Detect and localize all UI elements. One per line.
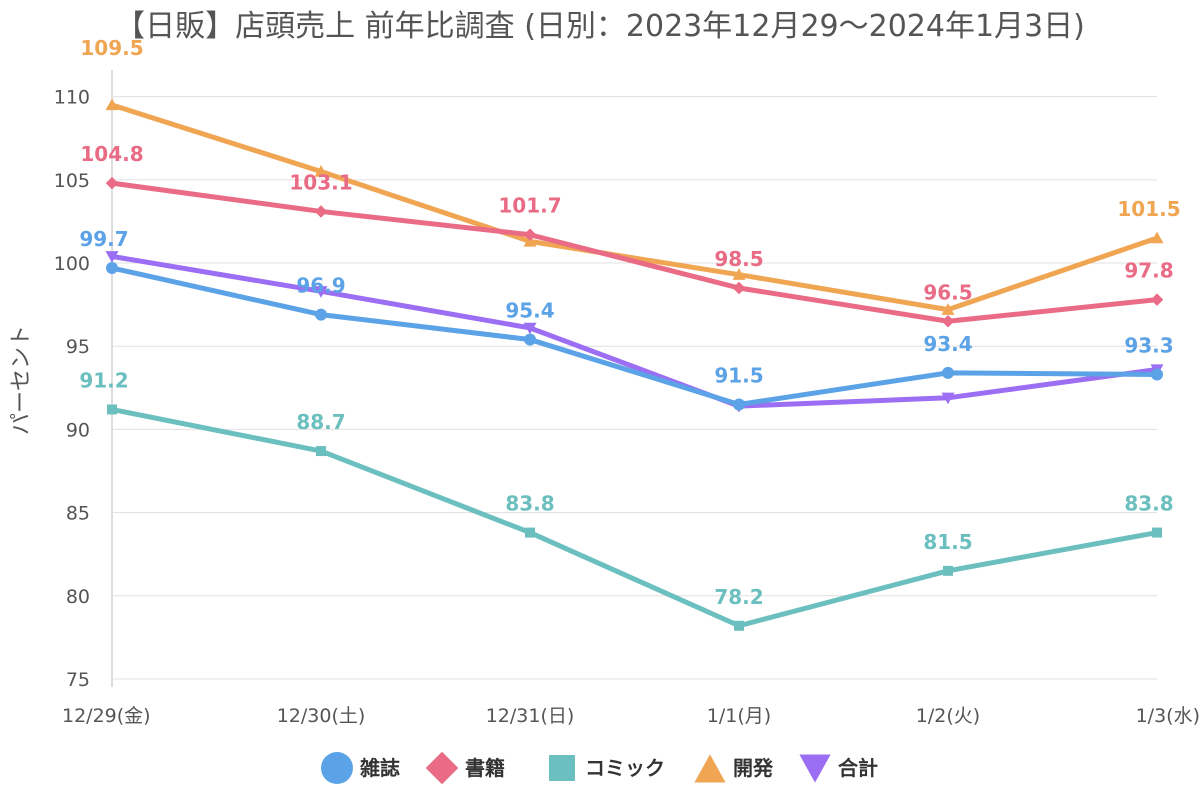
data-label: 93.3 <box>1124 334 1173 358</box>
data-point <box>314 165 328 177</box>
legend[interactable]: 雑誌 書籍 コミック 開発 合計 <box>321 751 878 785</box>
data-label: 109.5 <box>80 36 143 60</box>
y-tick-label: 100 <box>54 253 90 275</box>
grid <box>112 96 1157 680</box>
y-tick-label: 90 <box>66 419 90 441</box>
y-tick-label: 110 <box>54 87 90 109</box>
legend-label: 書籍 <box>465 756 505 780</box>
chart-title: 【日販】店頭売上 前年比調査 (日別：2023年12月29～2024年1月3日) <box>115 9 1085 44</box>
x-tick-label: 12/31(日) <box>486 705 575 727</box>
legend-label: 開発 <box>733 756 774 780</box>
data-label: 91.5 <box>714 363 763 387</box>
legend-item[interactable]: コミック <box>549 755 665 781</box>
data-point <box>107 404 117 415</box>
data-label: 103.1 <box>289 170 352 194</box>
legend-item[interactable]: 書籍 <box>425 751 505 785</box>
legend-label: 雑誌 <box>359 756 400 780</box>
legend-label: コミック <box>585 756 665 780</box>
x-tick-label: 1/1(月) <box>707 705 771 727</box>
data-point <box>732 281 746 295</box>
legend-marker <box>549 755 575 781</box>
legend-marker <box>694 754 726 783</box>
data-point <box>105 176 119 190</box>
legend-marker <box>321 752 353 784</box>
y-tick-label: 85 <box>66 503 90 525</box>
series-line <box>111 406 1158 629</box>
data-point <box>316 446 326 457</box>
data-point <box>105 98 119 111</box>
x-tick-label: 12/30(土) <box>277 705 366 727</box>
data-point <box>524 333 536 346</box>
data-point <box>943 565 953 576</box>
legend-item[interactable]: 雑誌 <box>321 752 400 784</box>
data-point <box>1150 231 1164 244</box>
data-point <box>942 366 954 379</box>
data-point <box>733 398 745 411</box>
series-line <box>111 253 1158 409</box>
data-point <box>1152 527 1162 538</box>
data-label: 101.5 <box>1117 197 1180 221</box>
data-label: 99.7 <box>79 227 128 251</box>
legend-item[interactable]: 合計 <box>799 754 878 783</box>
data-point <box>1151 368 1163 381</box>
y-tick-label: 75 <box>66 669 90 691</box>
data-label: 104.8 <box>80 142 143 166</box>
y-tick-label: 80 <box>66 586 90 608</box>
x-tick-label: 12/29(金) <box>62 705 151 727</box>
data-label: 83.8 <box>505 492 554 516</box>
x-tick-label: 1/3(水) <box>1136 705 1200 727</box>
legend-label: 合計 <box>838 756 878 780</box>
data-point <box>315 308 327 321</box>
data-label: 96.9 <box>296 274 345 298</box>
data-point <box>523 228 537 241</box>
data-point <box>734 620 744 631</box>
data-point <box>732 268 746 280</box>
data-label: 96.5 <box>923 280 972 304</box>
data-point <box>941 303 955 315</box>
y-tick-label: 95 <box>66 336 90 358</box>
data-point <box>941 392 955 405</box>
data-point <box>1150 293 1164 306</box>
data-label: 81.5 <box>923 530 972 554</box>
series-line <box>111 265 1158 407</box>
data-label: 91.2 <box>79 368 128 392</box>
series-line <box>111 102 1158 313</box>
data-point <box>314 286 328 298</box>
data-point <box>523 322 537 335</box>
data-label: 101.7 <box>498 194 561 218</box>
legend-marker <box>425 751 459 785</box>
x-tick-label: 1/2(火) <box>916 705 980 727</box>
data-label: 98.5 <box>714 247 763 271</box>
y-tick-label: 105 <box>54 170 90 192</box>
y-axis-label: パーセント <box>9 325 34 435</box>
data-point <box>941 315 955 328</box>
data-point <box>105 251 119 263</box>
legend-marker <box>799 754 831 783</box>
data-point <box>106 262 118 275</box>
data-label: 83.8 <box>1124 492 1173 516</box>
series <box>105 98 1164 631</box>
data-label: 88.7 <box>296 410 345 434</box>
axes: 75 80 85 90 95 100 105 110 12/29(金) 12/30(土) 12/31… <box>54 70 1200 727</box>
data-labels: 109.5 101.5 104.8 103.1 101.7 98.5 96.5 97.8 99.… <box>79 36 1180 609</box>
data-label: 97.8 <box>1124 259 1173 283</box>
series-line <box>111 180 1158 324</box>
data-point <box>314 205 328 218</box>
data-point <box>525 527 535 538</box>
legend-item[interactable]: 開発 <box>694 754 774 783</box>
data-label: 93.4 <box>923 332 972 356</box>
data-label: 95.4 <box>505 299 554 323</box>
data-label: 78.2 <box>714 585 763 609</box>
